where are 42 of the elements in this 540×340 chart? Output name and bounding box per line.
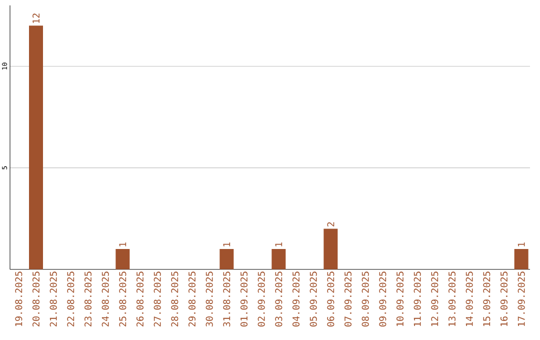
- x-tick-label: 30.08.2025: [206, 272, 213, 326]
- x-tick-label: 10.09.2025: [396, 272, 404, 326]
- x-tick-label: 03.09.2025: [275, 272, 282, 327]
- data-label: 2: [327, 222, 334, 226]
- data-label: 12: [32, 14, 40, 23]
- data-label: 1: [223, 242, 230, 246]
- x-tick-label: 12.09.2025: [431, 272, 438, 326]
- data-label: 1: [275, 242, 282, 246]
- bar: [324, 228, 338, 270]
- x-tick-label: 21.08.2025: [50, 272, 57, 326]
- data-label: 1: [119, 242, 126, 246]
- x-tick-label: 25.08.2025: [119, 272, 126, 326]
- bar: [272, 249, 286, 270]
- x-tick-label: 05.09.2025: [310, 272, 317, 327]
- x-tick-label: 01.09.2025: [240, 272, 248, 327]
- bar: [116, 249, 130, 270]
- x-tick-label: 02.09.2025: [258, 272, 265, 327]
- x-tick-label: 16.09.2025: [500, 272, 508, 326]
- bar: [514, 249, 528, 270]
- x-tick-label: 14.09.2025: [466, 272, 473, 326]
- x-tick-label: 04.09.2025: [292, 272, 300, 327]
- x-tick-label: 07.09.2025: [344, 272, 352, 327]
- x-tick-label: 08.09.2025: [362, 272, 369, 327]
- x-tick-label: 24.08.2025: [102, 272, 109, 326]
- bar: [29, 26, 43, 270]
- x-tick-label: 19.08.2025: [15, 272, 22, 326]
- x-tick-label: 27.08.2025: [154, 272, 161, 326]
- x-tick-label: 26.08.2025: [136, 272, 144, 326]
- x-tick-label: 20.08.2025: [32, 272, 40, 326]
- x-tick-label: 22.08.2025: [67, 272, 74, 326]
- data-label: 1: [518, 242, 525, 246]
- x-tick-label: 09.09.2025: [379, 272, 386, 327]
- x-tick-label: 15.09.2025: [483, 272, 490, 326]
- bar: [220, 249, 234, 270]
- x-tick-label: 23.08.2025: [84, 272, 92, 326]
- x-tick-label: 29.08.2025: [188, 272, 196, 326]
- x-tick-label: 31.08.2025: [223, 272, 230, 326]
- x-tick-label: 28.08.2025: [171, 272, 178, 326]
- x-tick-label: 06.09.2025: [327, 272, 334, 327]
- x-tick-label: 17.09.2025: [518, 272, 525, 326]
- x-tick-label: 11.09.2025: [414, 272, 421, 326]
- x-tick-label: 13.09.2025: [448, 272, 456, 326]
